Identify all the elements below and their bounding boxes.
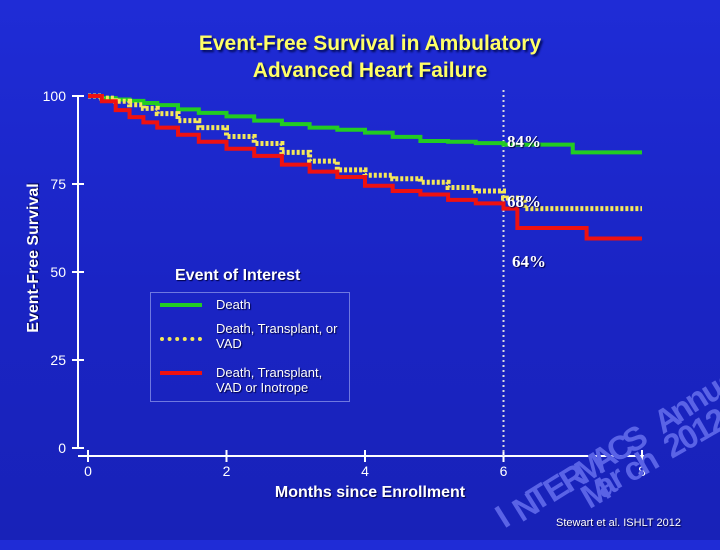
end-label-death: 84% xyxy=(507,132,541,151)
series-line-2 xyxy=(88,94,642,241)
series-line-0 xyxy=(88,94,642,155)
chart-title-line-2: Advanced Heart Failure xyxy=(252,59,488,82)
survival-curves xyxy=(88,93,642,241)
legend: Death Death, Transplant, or VAD Death, T… xyxy=(150,292,350,402)
legend-swatch-death-transplant-vad-inotrope xyxy=(160,371,202,375)
legend-label-death-transplant-vad-inotrope: Death, Transplant, VAD or Inotrope xyxy=(216,365,323,395)
x-tick-label-4: 4 xyxy=(361,463,369,479)
citation-credit: Stewart et al. ISHLT 2012 xyxy=(556,517,681,529)
series-line-1 xyxy=(88,93,642,212)
y-tick-label-50: 50 xyxy=(50,264,66,280)
chart-title-line-1: Event-Free Survival in Ambulatory xyxy=(198,32,542,55)
end-label-death-transplant-vad: 68% xyxy=(507,192,541,211)
x-axis-label: Months since Enrollment xyxy=(274,484,466,501)
legend-label-death-transplant-vad: Death, Transplant, or VAD xyxy=(216,321,338,351)
y-tick-label-0: 0 xyxy=(58,440,66,456)
y-tick-label-100: 100 xyxy=(43,88,67,104)
legend-swatch-death-transplant-vad xyxy=(160,337,202,341)
chart-title: Event-Free Survival in Ambulatory Advanc… xyxy=(120,30,620,84)
chart-axes: 0 25 50 75 100 0 2 4 6 8 xyxy=(43,88,646,479)
x-tick-label-6: 6 xyxy=(500,463,508,479)
y-tick-label-75: 75 xyxy=(50,176,66,192)
x-tick-label-2: 2 xyxy=(223,463,231,479)
legend-swatch-death xyxy=(160,303,202,307)
y-tick-label-25: 25 xyxy=(50,352,66,368)
legend-label-death: Death xyxy=(216,297,251,312)
legend-title: Event of Interest xyxy=(175,267,301,284)
x-tick-label-8: 8 xyxy=(638,463,646,479)
x-tick-label-0: 0 xyxy=(84,463,92,479)
end-label-death-transplant-vad-inotrope: 64% xyxy=(512,252,546,271)
